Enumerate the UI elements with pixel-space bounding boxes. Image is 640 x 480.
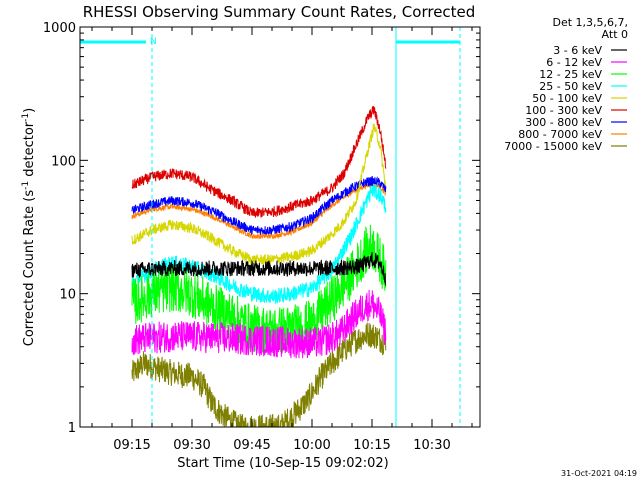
x-tick-label-0: 09:15 — [113, 438, 150, 453]
y-label-part-3: -1 — [21, 113, 31, 122]
night-flag-label: N — [150, 37, 157, 47]
y-label-part-2: detector — [22, 121, 37, 181]
y-tick-label-1: 10 — [59, 288, 76, 303]
x-axis-label: Start Time (10-Sep-15 09:02:02) — [177, 456, 388, 471]
y-tick-label-0: 1 — [68, 421, 76, 436]
legend-label-8: 7000 - 15000 keV — [504, 140, 602, 153]
series-300-800-kev — [131, 175, 387, 236]
y-label-part-1: -1 — [21, 181, 31, 190]
y-label-part-4: ) — [22, 108, 37, 113]
legend-header-1: Att 0 — [602, 28, 628, 41]
series-layer — [131, 106, 387, 427]
legend-label-0: 3 - 6 keV — [553, 44, 602, 57]
legend-label-4: 50 - 100 keV — [532, 92, 602, 105]
legend-label-2: 12 - 25 keV — [539, 68, 602, 81]
x-tick-label-3: 10:00 — [293, 438, 330, 453]
y-tick-label-2: 100 — [51, 154, 76, 169]
footer-date: 31-Oct-2021 04:19 — [561, 469, 637, 478]
legend-label-5: 100 - 300 keV — [525, 104, 602, 117]
legend-label-1: 6 - 12 keV — [546, 56, 602, 69]
legend-label-3: 25 - 50 keV — [539, 80, 602, 93]
y-tick-label-3: 1000 — [43, 21, 76, 36]
legend-header-0: Det 1,3,5,6,7, — [552, 16, 628, 29]
x-tick-label-1: 09:30 — [173, 438, 210, 453]
x-axis: 09:15 09:30 09:45 10:00 10:15 10:30 — [91, 27, 473, 453]
y-axis: 1 10 100 1000 — [43, 21, 480, 436]
series-6-12-kev — [131, 289, 387, 359]
plot-frame — [79, 26, 481, 428]
legend-label-6: 300 - 800 keV — [525, 116, 602, 129]
series-50-100-kev — [131, 123, 387, 266]
series-3-6-kev — [131, 251, 387, 286]
series-100-300-kev — [131, 106, 387, 218]
y-axis-label: Corrected Count Rate (s-1 detector-1) — [21, 108, 37, 346]
x-tick-label-2: 09:45 — [233, 438, 270, 453]
series-7000-15000-kev — [131, 322, 387, 427]
chart-title: RHESSI Observing Summary Count Rates, Co… — [83, 3, 476, 21]
legend-label-7: 800 - 7000 keV — [518, 128, 602, 141]
x-tick-label-5: 10:30 — [413, 438, 450, 453]
x-tick-label-4: 10:15 — [353, 438, 390, 453]
y-label-part-0: Corrected Count Rate (s — [22, 190, 37, 347]
